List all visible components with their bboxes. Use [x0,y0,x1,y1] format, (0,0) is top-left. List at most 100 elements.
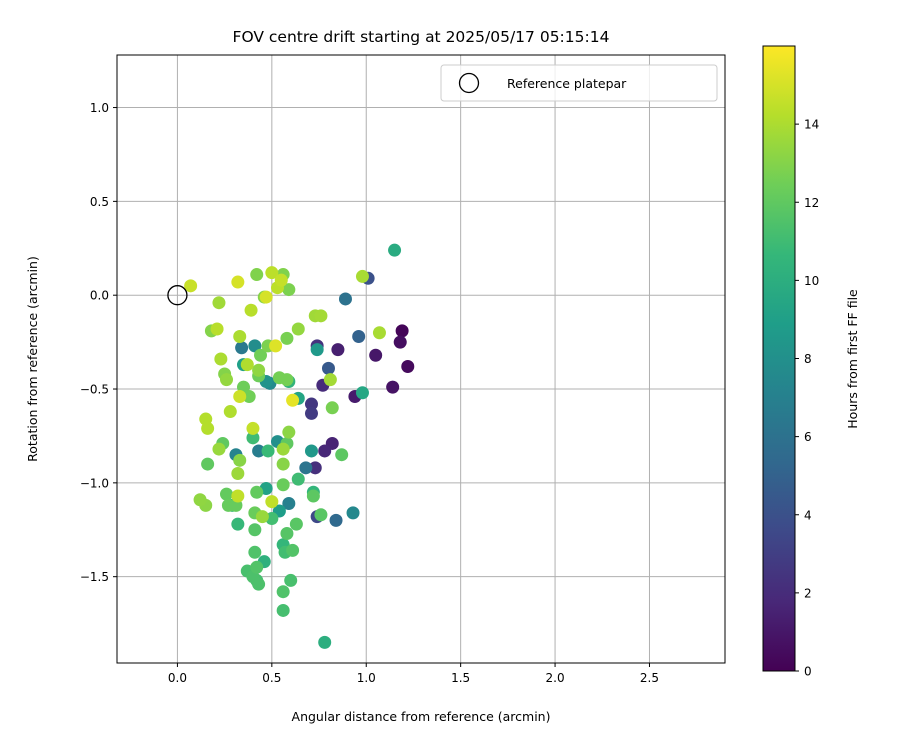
scatter-point [252,444,266,458]
x-tick-label: 0.5 [262,671,281,685]
x-tick-label: 0.0 [168,671,187,685]
scatter-point [252,577,266,591]
colorbar-ticks: 0 2 4 6 8 10 12 14 [795,118,819,679]
scatter-point [388,243,402,257]
scatter-point [308,461,322,475]
colorbar-tick-label: 12 [804,196,819,210]
scatter-point [255,510,269,524]
x-tick-label: 1.5 [451,671,470,685]
scatter-point [233,453,247,467]
scatter-point [318,444,332,458]
scatter-point [250,560,264,574]
scatter-point [246,421,260,435]
scatter-point [335,448,349,462]
scatter-point [346,506,360,520]
scatter-point [318,635,332,649]
scatter-point [214,352,228,366]
scatter-point [265,495,279,509]
scatter-point [261,444,275,458]
scatter-point [282,283,296,297]
y-tick-label: −0.5 [80,383,109,397]
scatter-point [355,269,369,283]
scatter-point [184,279,198,293]
scatter-point [276,442,290,456]
scatter-point [286,543,300,557]
scatter-point [233,390,247,404]
colorbar: 0 2 4 6 8 10 12 14 Hours from first FF file [762,45,860,679]
legend-label: Reference platepar [507,76,627,91]
scatter-point [310,343,324,357]
scatter-point [284,573,298,587]
scatter-point [338,292,352,306]
scatter-point [220,487,234,501]
scatter-point [210,322,224,336]
scatter-point [240,358,254,372]
scatter-point [291,322,305,336]
scatter-point [372,326,386,340]
scatter-point [304,397,318,411]
scatter-point [369,348,383,362]
scatter-point [331,343,345,357]
scatter-point [242,390,256,404]
y-axis-label: Rotation from reference (arcmin) [25,256,40,462]
scatter-point [248,339,262,353]
scatter-point [220,373,234,387]
y-ticks: 1.0 0.5 0.0 −0.5 −1.0 −1.5 [80,101,117,584]
y-tick-label: 1.0 [90,101,109,115]
scatter-point [248,545,262,559]
x-tick-label: 2.5 [640,671,659,685]
scatter-point [393,335,407,349]
scatter-point [231,275,245,289]
colorbar-tick-label: 6 [804,430,812,444]
scatter-point [250,268,264,282]
scatter-point [282,496,296,510]
scatter-point [291,472,305,486]
scatter-point [282,425,296,439]
legend: Reference platepar [440,64,718,102]
scatter-point [304,444,318,458]
scatter-point [199,412,213,426]
scatter-point [274,273,288,287]
scatter-point [314,309,328,323]
grid [117,55,725,663]
scatter-point [231,466,245,480]
y-tick-label: 0.5 [90,195,109,209]
scatter-point [304,406,318,420]
y-tick-label: 0.0 [90,289,109,303]
legend-marker-icon [458,72,480,94]
scatter-point [276,585,290,599]
scatter-point [235,341,249,355]
scatter-point [265,266,279,280]
scatter-point [329,513,343,527]
scatter-point [355,386,369,400]
scatter-point [395,324,409,338]
scatter-point [231,517,245,531]
scatter-point [254,348,268,362]
colorbar-tick-label: 8 [804,352,812,366]
scatter-point [323,373,337,387]
scatter-point [280,527,294,541]
y-tick-label: −1.5 [80,570,109,584]
scatter-point [231,489,245,503]
scatter-point [386,380,400,394]
scatter-point [250,485,264,499]
scatter-point [352,329,366,343]
scatter-point [259,290,273,304]
scatter-point [233,329,247,343]
scatter-point [325,401,339,415]
scatter-point [269,339,283,353]
colorbar-tick-label: 14 [804,118,819,132]
chart-title: FOV centre drift starting at 2025/05/17 … [233,28,610,46]
scatter-point [252,363,266,377]
colorbar-tick-label: 4 [804,508,812,522]
colorbar-gradient [762,45,796,672]
scatter-point [299,461,313,475]
colorbar-tick-label: 10 [804,274,819,288]
x-tick-label: 1.0 [357,671,376,685]
legend-box [440,64,718,102]
scatter-point [223,405,237,419]
plot-frame [116,54,726,664]
scatter-point [314,508,328,522]
scatter-point [286,393,300,407]
